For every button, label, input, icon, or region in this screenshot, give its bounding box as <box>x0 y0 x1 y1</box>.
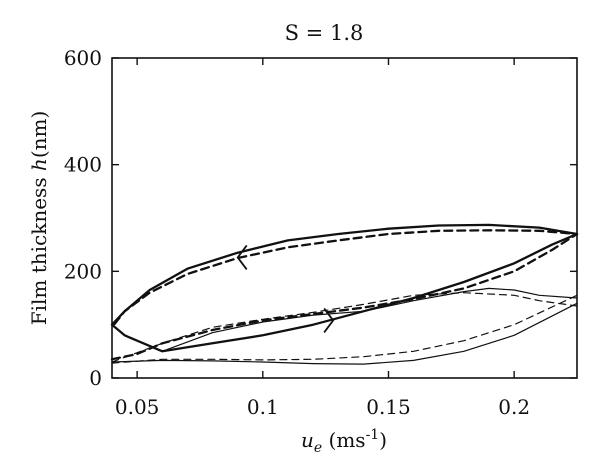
chart-title: S = 1.8 <box>285 21 364 45</box>
x-axis-label-exponent: -1 <box>366 427 380 443</box>
x-axis-label-close: ) <box>379 428 387 452</box>
x-tick-label: 0.15 <box>366 395 411 419</box>
plot-lines <box>110 223 579 365</box>
series-6-line <box>111 292 578 363</box>
direction-arrow-2 <box>323 307 335 333</box>
x-tick-label: 0.05 <box>115 395 160 419</box>
y-axis-label-text: Film thickness <box>27 171 51 325</box>
x-axis-label-symbol: u <box>301 428 314 452</box>
plot-frame <box>111 57 578 379</box>
direction-arrow-1 <box>236 244 248 271</box>
series-2-line <box>110 229 579 361</box>
series-1-line <box>110 223 579 353</box>
series-3-line <box>111 302 578 365</box>
x-axis-label-unit: (ms <box>322 428 365 452</box>
x-axis-label-subscript: e <box>314 440 322 456</box>
y-axis-label-symbol: h <box>27 158 51 171</box>
y-tick-label: 200 <box>64 259 102 283</box>
x-tick-label: 0.2 <box>498 395 530 419</box>
series-4-line <box>161 287 578 352</box>
y-axis-label-unit: (nm) <box>27 111 51 158</box>
series-5-line <box>111 294 578 364</box>
y-axis-label: Film thickness h(nm) <box>27 111 51 326</box>
y-tick-label: 600 <box>64 46 102 70</box>
y-axis-ticks: 0 200 400 600 <box>64 46 577 390</box>
x-axis-label: ue (ms-1) <box>301 427 387 456</box>
x-tick-label: 0.1 <box>247 395 279 419</box>
arrow-markers <box>236 244 335 333</box>
x-axis-ticks: 0.05 0.1 0.15 0.2 <box>115 58 530 419</box>
y-tick-label: 0 <box>89 366 102 390</box>
y-tick-label: 400 <box>64 153 102 177</box>
